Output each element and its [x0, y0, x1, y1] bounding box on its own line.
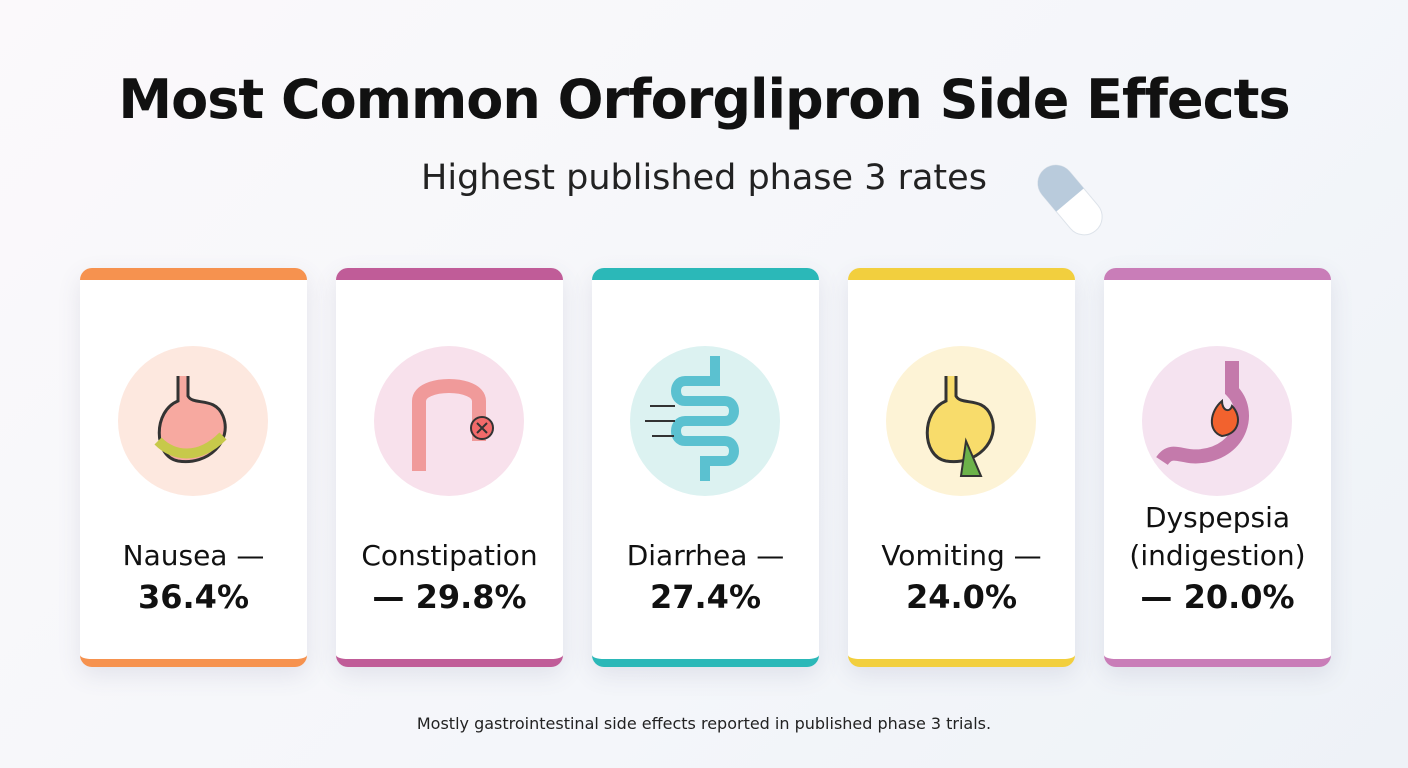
- intestine-icon: [630, 346, 780, 496]
- card-value: 36.4%: [137, 578, 249, 616]
- footnote: Mostly gastrointestinal side effects rep…: [416, 714, 992, 733]
- card: Constipation — 29.8%: [336, 268, 563, 667]
- card-value: — 20.0%: [1140, 578, 1295, 616]
- card-value: — 29.8%: [372, 578, 527, 616]
- card-label: Diarrhea —: [626, 539, 785, 572]
- stomach-icon: [118, 346, 268, 496]
- intestine-icon: [374, 346, 524, 496]
- card-value: 27.4%: [649, 578, 761, 616]
- card-label: Vomiting —: [881, 539, 1042, 572]
- card-label: Dyspepsia (indigestion): [1129, 501, 1306, 572]
- card: Dyspepsia (indigestion) — 20.0%: [1104, 268, 1331, 667]
- subtitle: Highest published phase 3 rates: [421, 158, 987, 198]
- card-value: 24.0%: [905, 578, 1017, 616]
- card-text: Diarrhea — 27.4%: [602, 537, 809, 619]
- card: Nausea — 36.4%: [80, 268, 307, 667]
- card: Diarrhea — 27.4%: [592, 268, 819, 667]
- stomach-icon: [886, 346, 1036, 496]
- title: Most Common Orforglipron Side Effects: [118, 68, 1290, 131]
- card-text: Constipation — 29.8%: [346, 537, 553, 619]
- cards: Nausea — 36.4% Constipation — 29.8% Diarrh…: [80, 268, 1331, 667]
- card-text: Nausea — 36.4%: [90, 537, 297, 619]
- heartburn-icon: [1142, 346, 1292, 496]
- pill-icon: [1037, 164, 1103, 236]
- card-label: Constipation: [361, 539, 538, 572]
- card-text: Dyspepsia (indigestion) — 20.0%: [1114, 499, 1321, 619]
- card-label: Nausea —: [122, 539, 265, 572]
- card-text: Vomiting — 24.0%: [858, 537, 1065, 619]
- card: Vomiting — 24.0%: [848, 268, 1075, 667]
